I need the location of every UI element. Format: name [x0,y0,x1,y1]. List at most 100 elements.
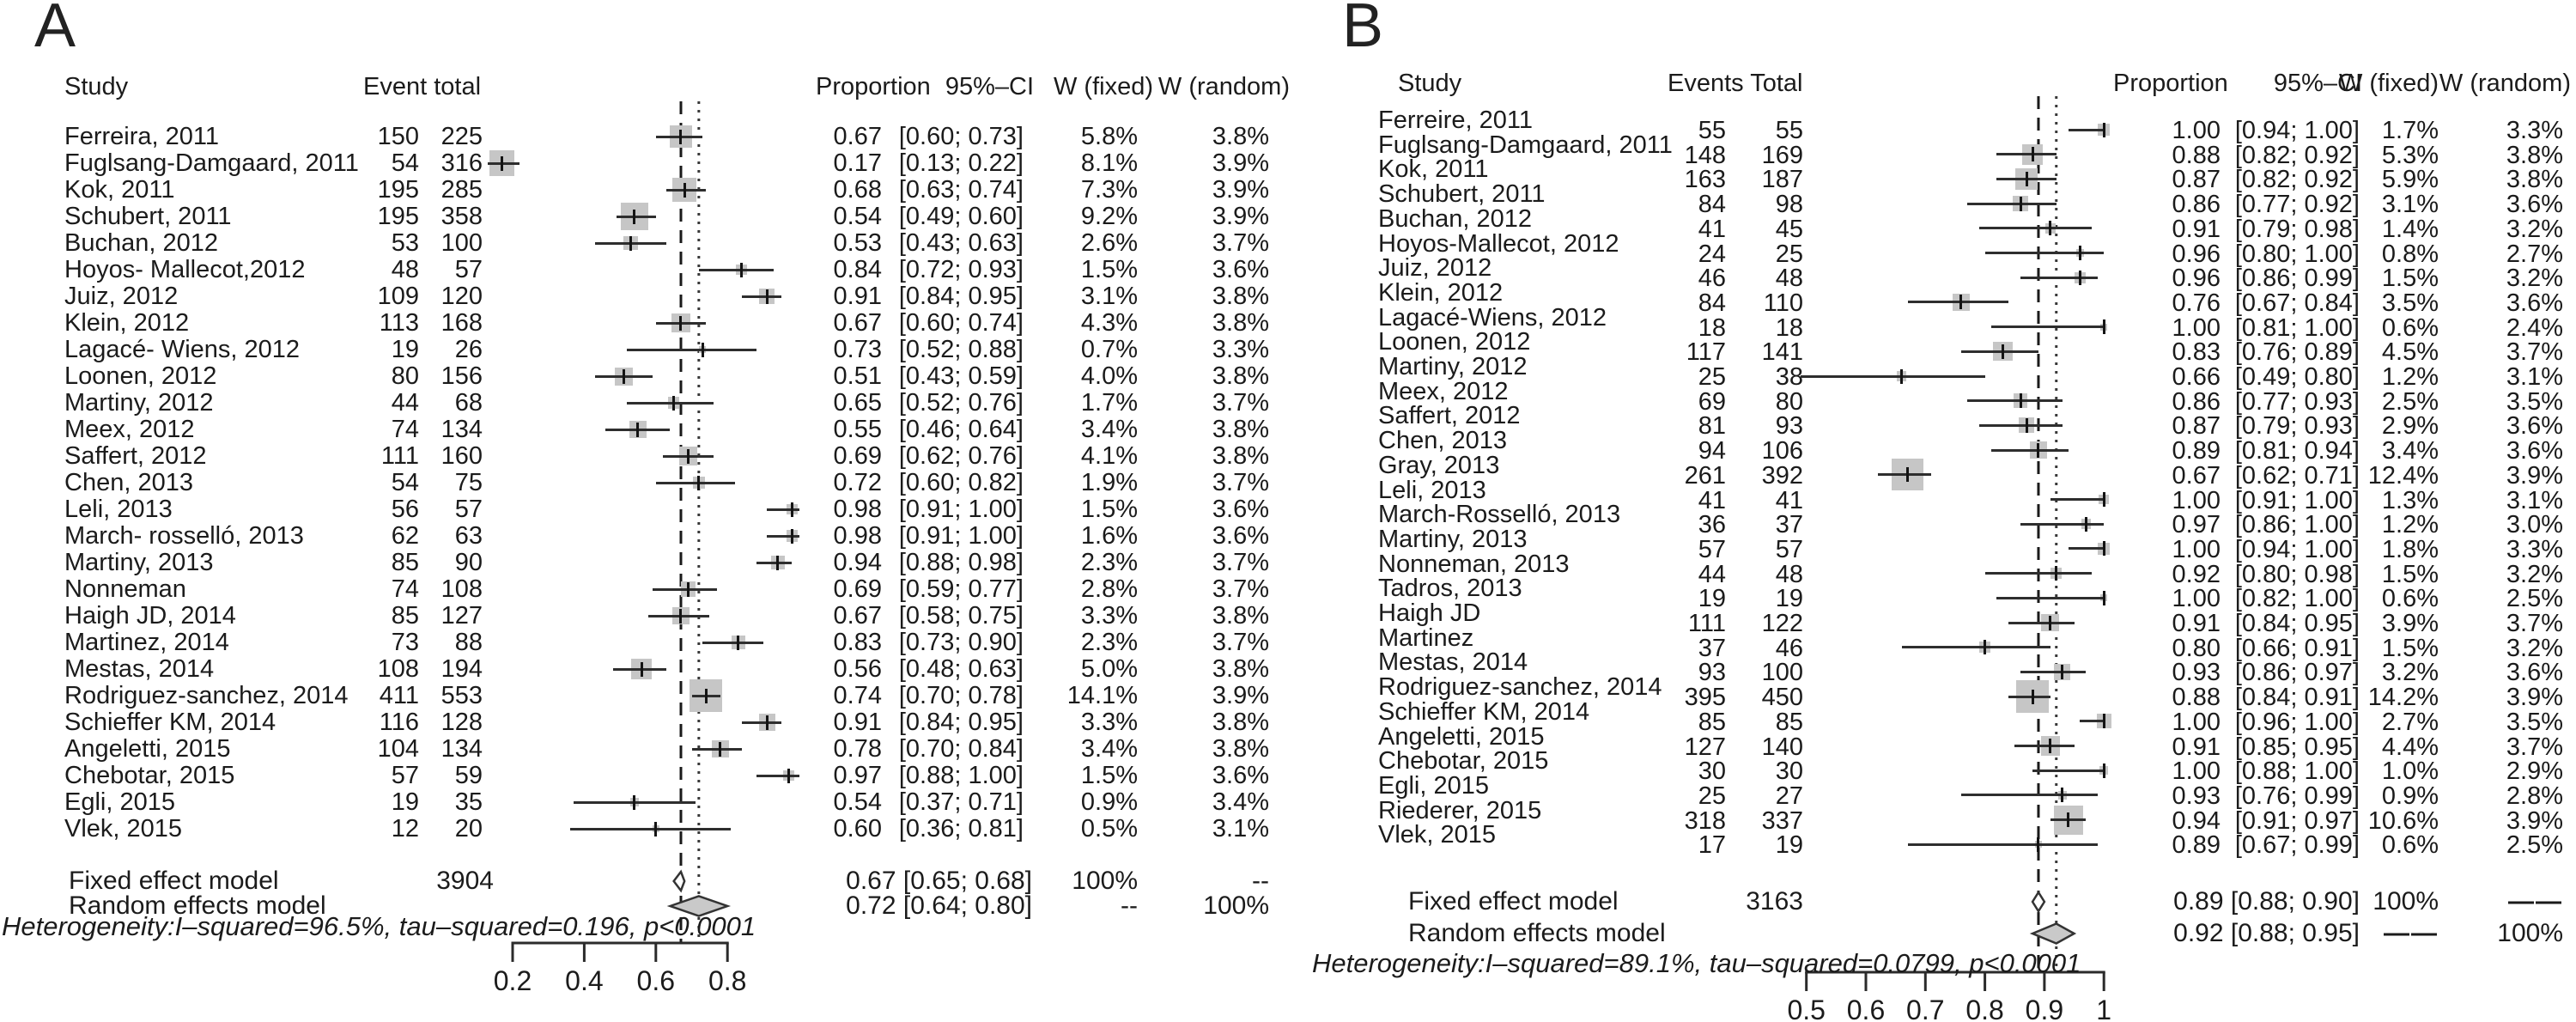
ci-value: [0.77; 0.93] [2234,387,2360,416]
events-value: 81 [1698,412,1726,441]
ci-value: [0.79; 0.93] [2234,412,2360,441]
total-value: 194 [440,655,483,683]
random-effects-label: Random effects model [1408,919,1666,947]
column-header-proportion: Proportion [2113,70,2228,97]
study-name: Nonneman [64,575,186,603]
w-random-value: 3.7% [1212,549,1269,576]
events-value: 108 [377,655,419,683]
w-fixed-value: 1.5% [1080,496,1138,523]
ci-value: [0.60; 0.82] [898,469,1024,496]
w-fixed-value: 2.3% [1080,629,1138,656]
confidence-interval-line [652,587,717,591]
total-value: 57 [454,496,483,523]
fixed-effect-diamond [2031,890,2046,914]
total-value: 27 [1775,782,1803,810]
fixed-w-fixed: 100% [1072,867,1138,895]
fixed-effect-label: Fixed effect model [69,867,279,895]
random-w-fixed: —— [2384,919,2439,947]
w-fixed-value: 0.9% [2381,782,2439,810]
point-estimate-tick [2001,344,2004,359]
w-random-value: 3.3% [2506,117,2563,144]
point-estimate-tick [2025,417,2028,433]
confidence-interval-line [741,721,781,724]
study-name: Chebotar, 2015 [1378,747,1549,776]
confidence-interval-line [1978,227,2093,230]
x-axis-tick-label: 0.2 [493,965,532,996]
proportion-value: 0.55 [833,416,882,443]
w-random-value: 3.3% [2506,535,2563,563]
total-value: 156 [440,362,483,390]
study-name: Kok, 2011 [64,176,175,204]
confidence-interval-line [1907,843,2099,846]
proportion-value: 0.97 [833,762,882,789]
events-value: 111 [1687,610,1726,637]
total-value: 90 [454,549,483,576]
random-effects-estimate: 0.92 [0.88; 0.95] [2173,919,2360,947]
events-value: 24 [1698,240,1726,268]
proportion-value: 0.54 [833,203,882,230]
point-estimate-tick [2102,492,2105,507]
point-estimate-tick [2102,319,2105,335]
w-fixed-value: 3.1% [1080,283,1138,310]
point-estimate-tick [2055,566,2058,581]
w-random-value: 3.1% [2506,486,2563,514]
events-value: 19 [1698,585,1726,613]
ci-value: [0.82; 0.92] [2234,166,2360,194]
study-name: Hoyos-Mallecot, 2012 [1378,229,1619,258]
study-name: Egli, 2015 [1378,771,1489,800]
w-fixed-value: 14.1% [1066,682,1138,709]
confidence-interval-line [1877,473,1932,477]
study-name: Chebotar, 2015 [64,762,235,789]
study-name: Chen, 2013 [64,469,193,496]
proportion-value: 0.93 [2172,782,2221,810]
w-fixed-value: 1.5% [2381,265,2439,293]
ci-value: [0.67; 0.99] [2234,831,2360,860]
study-name: Rodriguez-sanchez, 2014 [1378,673,1662,702]
total-value: 169 [1761,141,1803,169]
study-name: Martinez, 2014 [64,629,229,656]
events-value: 111 [380,442,419,470]
study-name: Lagacé-Wiens, 2012 [1378,303,1607,332]
w-fixed-value: 10.6% [2367,806,2439,835]
w-fixed-value: 0.6% [2381,313,2439,342]
confidence-interval-line [1984,252,2105,254]
confidence-interval-line [1960,794,2099,797]
w-fixed-value: 3.3% [1080,709,1138,736]
proportion-value: 0.83 [833,629,882,656]
ci-value: [0.49; 0.60] [898,203,1024,230]
study-name: Buchan, 2012 [64,229,218,257]
w-random-value: 3.6% [1212,762,1269,789]
events-value: 117 [1686,338,1726,367]
total-value: 37 [1775,511,1803,539]
point-estimate-tick [790,502,793,517]
ci-value: [0.91; 1.00] [898,496,1024,523]
w-fixed-value: 3.4% [1080,416,1138,443]
proportion-value: 0.78 [833,735,882,763]
w-random-value: 3.2% [2506,215,2563,243]
random-w-random: 100% [2497,919,2563,947]
total-value: 19 [1775,831,1803,860]
column-header-study: Study [64,73,129,100]
w-fixed-value: 1.2% [2381,511,2439,539]
x-axis-tick-label: 0.7 [1906,995,1945,1022]
events-value: 85 [391,602,419,630]
random-effects-diamond [2029,922,2077,945]
w-random-value: 3.7% [1212,229,1269,257]
total-value: 127 [440,602,483,630]
x-axis-tick-label: 0.6 [636,965,676,996]
proportion-value: 0.66 [2172,363,2221,391]
ci-value: [0.94; 1.00] [2234,535,2360,563]
confidence-interval-line [756,561,793,564]
ci-value: [0.85; 0.95] [2234,733,2360,761]
ci-value: [0.96; 1.00] [2234,708,2360,736]
point-estimate-tick [790,528,793,544]
ci-value: [0.70; 0.84] [898,735,1024,763]
ci-value: [0.81; 0.94] [2234,437,2360,465]
study-name: Vlek, 2015 [1378,821,1497,849]
events-value: 109 [377,283,419,310]
study-name: Klein, 2012 [64,309,190,337]
events-value: 41 [1698,486,1726,514]
events-value: 195 [377,203,419,230]
